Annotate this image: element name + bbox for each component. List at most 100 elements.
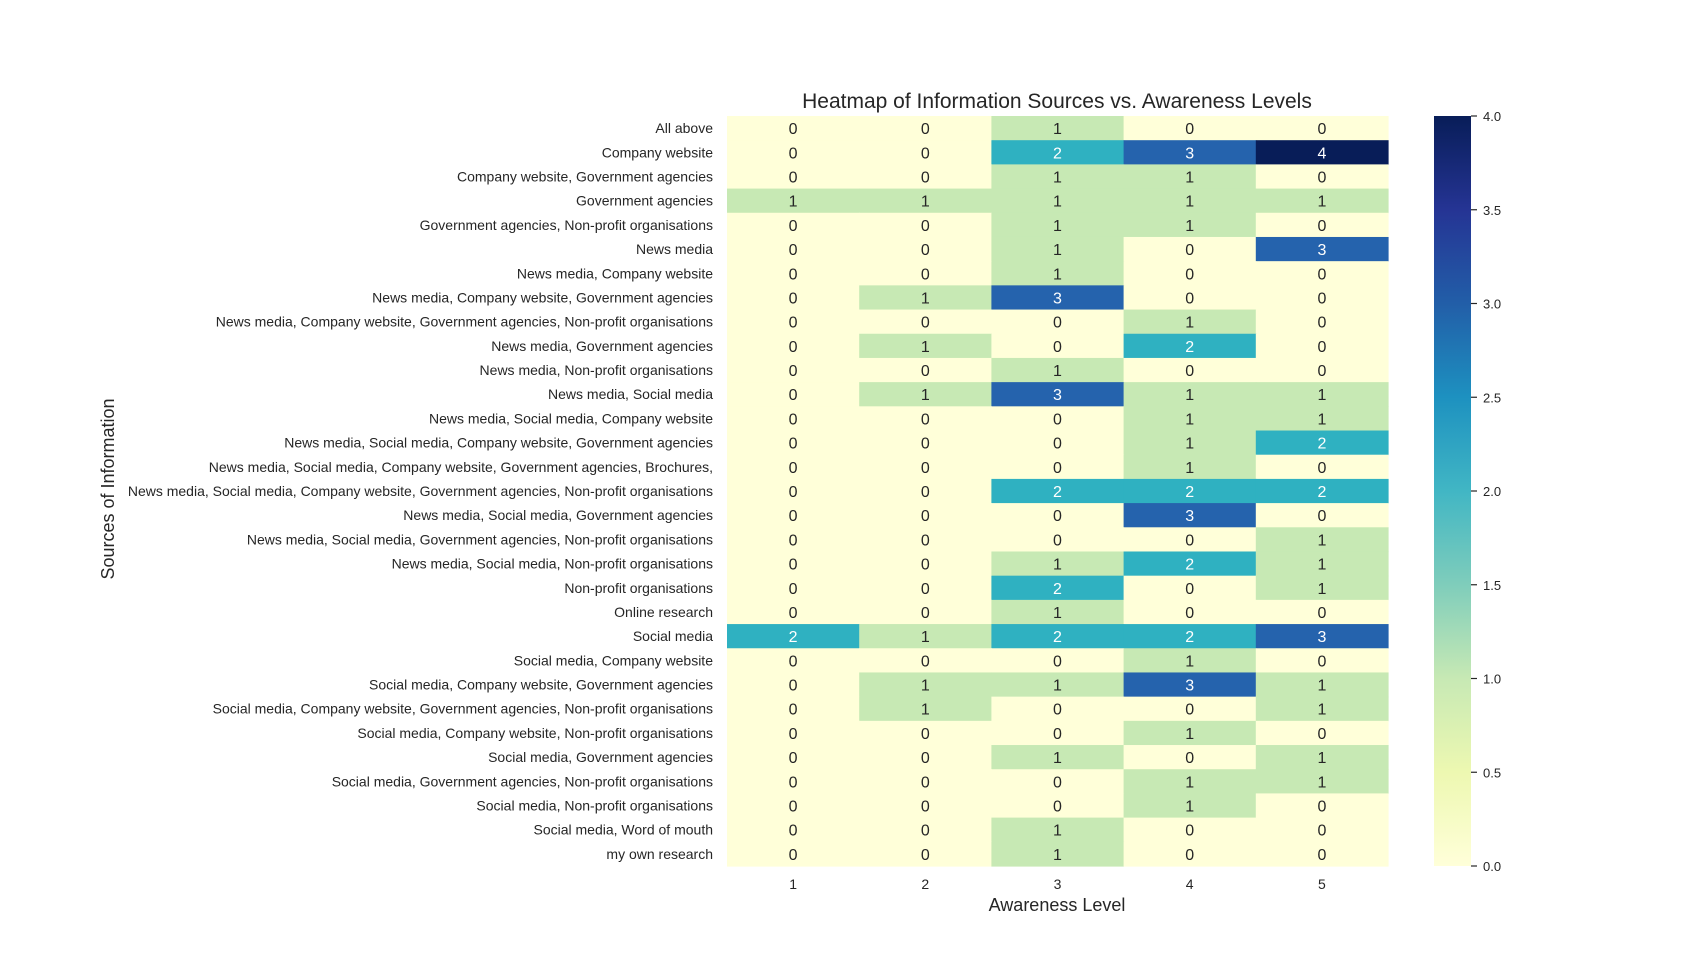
heatmap-cell-r1-c4 bbox=[1123, 116, 1257, 141]
heatmap-cell-r19-c4 bbox=[1123, 551, 1257, 577]
heatmap-cell-r1-c5 bbox=[1255, 116, 1389, 141]
y-tick-label-news-media-company-website: News media, Company website bbox=[517, 265, 713, 281]
cell-value-label-r25-c5: 1 bbox=[1317, 702, 1326, 719]
cell-value-label-r16-c4: 2 bbox=[1185, 484, 1194, 501]
cell-value-label-r28-c3: 0 bbox=[1053, 774, 1062, 791]
cell-value-label-r2-c5: 4 bbox=[1317, 145, 1326, 162]
x-tick-label-1: 1 bbox=[789, 876, 797, 892]
heatmap-cell-r11-c3 bbox=[991, 357, 1125, 383]
cell-value-label-r8-c2: 1 bbox=[921, 290, 930, 307]
cell-value-label-r14-c4: 1 bbox=[1185, 436, 1194, 453]
cell-value-label-r18-c2: 0 bbox=[921, 532, 930, 549]
heatmap-cell-r4-c2 bbox=[859, 188, 992, 214]
heatmap-cell-r23-c3 bbox=[991, 648, 1125, 674]
cell-value-label-r20-c2: 0 bbox=[921, 581, 930, 598]
cell-value-label-r23-c5: 0 bbox=[1317, 653, 1326, 670]
cell-value-label-r9-c4: 1 bbox=[1185, 315, 1194, 332]
heatmap-cell-r28-c2 bbox=[859, 769, 992, 795]
x-tick-label-2: 2 bbox=[921, 876, 929, 892]
cell-value-label-r24-c1: 0 bbox=[789, 678, 798, 695]
cell-value-label-r19-c2: 0 bbox=[921, 557, 930, 574]
heatmap-cell-r3-c1 bbox=[727, 164, 860, 190]
cell-value-label-r10-c1: 0 bbox=[789, 339, 798, 356]
heatmap-cell-r15-c4 bbox=[1123, 454, 1257, 480]
heatmap-cell-r15-c5 bbox=[1255, 454, 1389, 480]
y-tick-label-news-media-company-website-government-agencies-non-profit-organisations: News media, Company website, Government … bbox=[216, 314, 713, 330]
cell-value-label-r8-c4: 0 bbox=[1185, 290, 1194, 307]
heatmap-cell-r7-c3 bbox=[991, 261, 1125, 286]
cell-value-label-r16-c5: 2 bbox=[1317, 484, 1326, 501]
cell-value-label-r7-c4: 0 bbox=[1185, 266, 1194, 283]
cell-value-label-r8-c1: 0 bbox=[789, 290, 798, 307]
heatmap-cell-r13-c5 bbox=[1255, 406, 1389, 432]
heatmap-cell-r1-c1 bbox=[727, 116, 860, 141]
heatmap-cell-r20-c1 bbox=[727, 575, 860, 601]
cell-value-label-r14-c5: 2 bbox=[1317, 436, 1326, 453]
heatmap-cell-r17-c3 bbox=[991, 503, 1125, 528]
y-tick-label-social-media-company-website-non-profit-organisations: Social media, Company website, Non-profi… bbox=[357, 725, 713, 741]
heatmap-cell-r28-c1 bbox=[727, 769, 860, 795]
heatmap-cell-r5-c3 bbox=[991, 212, 1125, 238]
heatmap-cell-r4-c3 bbox=[991, 188, 1125, 214]
cell-value-label-r25-c4: 0 bbox=[1185, 702, 1194, 719]
cell-value-label-r7-c5: 0 bbox=[1317, 266, 1326, 283]
colorbar-tick-label: 2.5 bbox=[1483, 390, 1501, 405]
colorbar-tick-label: 3.5 bbox=[1483, 203, 1501, 218]
cell-value-label-r29-c2: 0 bbox=[921, 799, 930, 816]
heatmap-cell-r30-c4 bbox=[1123, 817, 1257, 843]
cell-value-label-r17-c1: 0 bbox=[789, 508, 798, 525]
heatmap-cell-r4-c5 bbox=[1255, 188, 1389, 214]
heatmap-cell-r27-c2 bbox=[859, 745, 992, 770]
heatmap-cell-r29-c1 bbox=[727, 793, 860, 819]
heatmap-cell-r27-c5 bbox=[1255, 745, 1389, 770]
cell-value-label-r29-c1: 0 bbox=[789, 799, 798, 816]
heatmap-cell-r18-c1 bbox=[727, 527, 860, 553]
cell-value-label-r21-c5: 0 bbox=[1317, 605, 1326, 622]
heatmap-cell-r12-c3 bbox=[991, 382, 1125, 407]
heatmap-cell-r14-c1 bbox=[727, 430, 860, 456]
heatmap-cell-r9-c4 bbox=[1123, 309, 1257, 335]
y-tick-label-news-media-social-media-government-agencies-non-profit-organisations: News media, Social media, Government age… bbox=[247, 531, 713, 547]
y-tick-label-social-media-company-website-government-agencies: Social media, Company website, Governmen… bbox=[369, 677, 713, 693]
colorbar-tick-label: 0.0 bbox=[1483, 859, 1501, 874]
cell-value-label-r22-c5: 3 bbox=[1317, 629, 1326, 646]
y-tick-label-news-media-non-profit-organisations: News media, Non-profit organisations bbox=[480, 362, 713, 378]
cell-value-label-r25-c1: 0 bbox=[789, 702, 798, 719]
cell-value-label-r6-c2: 0 bbox=[921, 242, 930, 259]
cell-value-label-r1-c3: 1 bbox=[1053, 121, 1062, 138]
heatmap-cell-r12-c5 bbox=[1255, 382, 1389, 407]
cell-value-label-r14-c3: 0 bbox=[1053, 436, 1062, 453]
y-tick-label-news-media-social-media-non-profit-organisations: News media, Social media, Non-profit org… bbox=[392, 556, 713, 572]
cell-value-label-r25-c3: 0 bbox=[1053, 702, 1062, 719]
cell-value-label-r4-c5: 1 bbox=[1317, 194, 1326, 211]
heatmap-cell-r10-c5 bbox=[1255, 333, 1389, 359]
heatmap-cell-r5-c2 bbox=[859, 212, 992, 238]
cell-value-label-r1-c4: 0 bbox=[1185, 121, 1194, 138]
y-tick-label-company-website: Company website bbox=[602, 144, 713, 160]
cell-value-label-r4-c4: 1 bbox=[1185, 194, 1194, 211]
heatmap-cell-r9-c3 bbox=[991, 309, 1125, 335]
cell-value-label-r29-c5: 0 bbox=[1317, 799, 1326, 816]
heatmap-cell-r31-c4 bbox=[1123, 841, 1257, 867]
cell-value-label-r10-c2: 1 bbox=[921, 339, 930, 356]
cell-value-label-r4-c2: 1 bbox=[921, 194, 930, 211]
heatmap-cell-r13-c2 bbox=[859, 406, 992, 432]
heatmap-cell-r16-c5 bbox=[1255, 478, 1389, 504]
cell-value-label-r10-c4: 2 bbox=[1185, 339, 1194, 356]
heatmap-cell-r8-c3 bbox=[991, 285, 1125, 311]
cell-value-label-r23-c3: 0 bbox=[1053, 653, 1062, 670]
heatmap-cell-r29-c5 bbox=[1255, 793, 1389, 819]
heatmap-cell-r26-c2 bbox=[859, 720, 992, 746]
cell-value-label-r22-c1: 2 bbox=[789, 629, 798, 646]
cell-value-label-r10-c5: 0 bbox=[1317, 339, 1326, 356]
heatmap-cell-r22-c5 bbox=[1255, 624, 1389, 649]
cell-value-label-r17-c4: 3 bbox=[1185, 508, 1194, 525]
heatmap-cell-r16-c1 bbox=[727, 478, 860, 504]
cell-value-label-r26-c5: 0 bbox=[1317, 726, 1326, 743]
cell-value-label-r28-c2: 0 bbox=[921, 774, 930, 791]
x-tick-label-5: 5 bbox=[1318, 876, 1326, 892]
heatmap-cell-r9-c5 bbox=[1255, 309, 1389, 335]
heatmap-cell-r23-c4 bbox=[1123, 648, 1257, 674]
cell-value-label-r13-c4: 1 bbox=[1185, 411, 1194, 428]
cell-value-label-r3-c3: 1 bbox=[1053, 169, 1062, 186]
